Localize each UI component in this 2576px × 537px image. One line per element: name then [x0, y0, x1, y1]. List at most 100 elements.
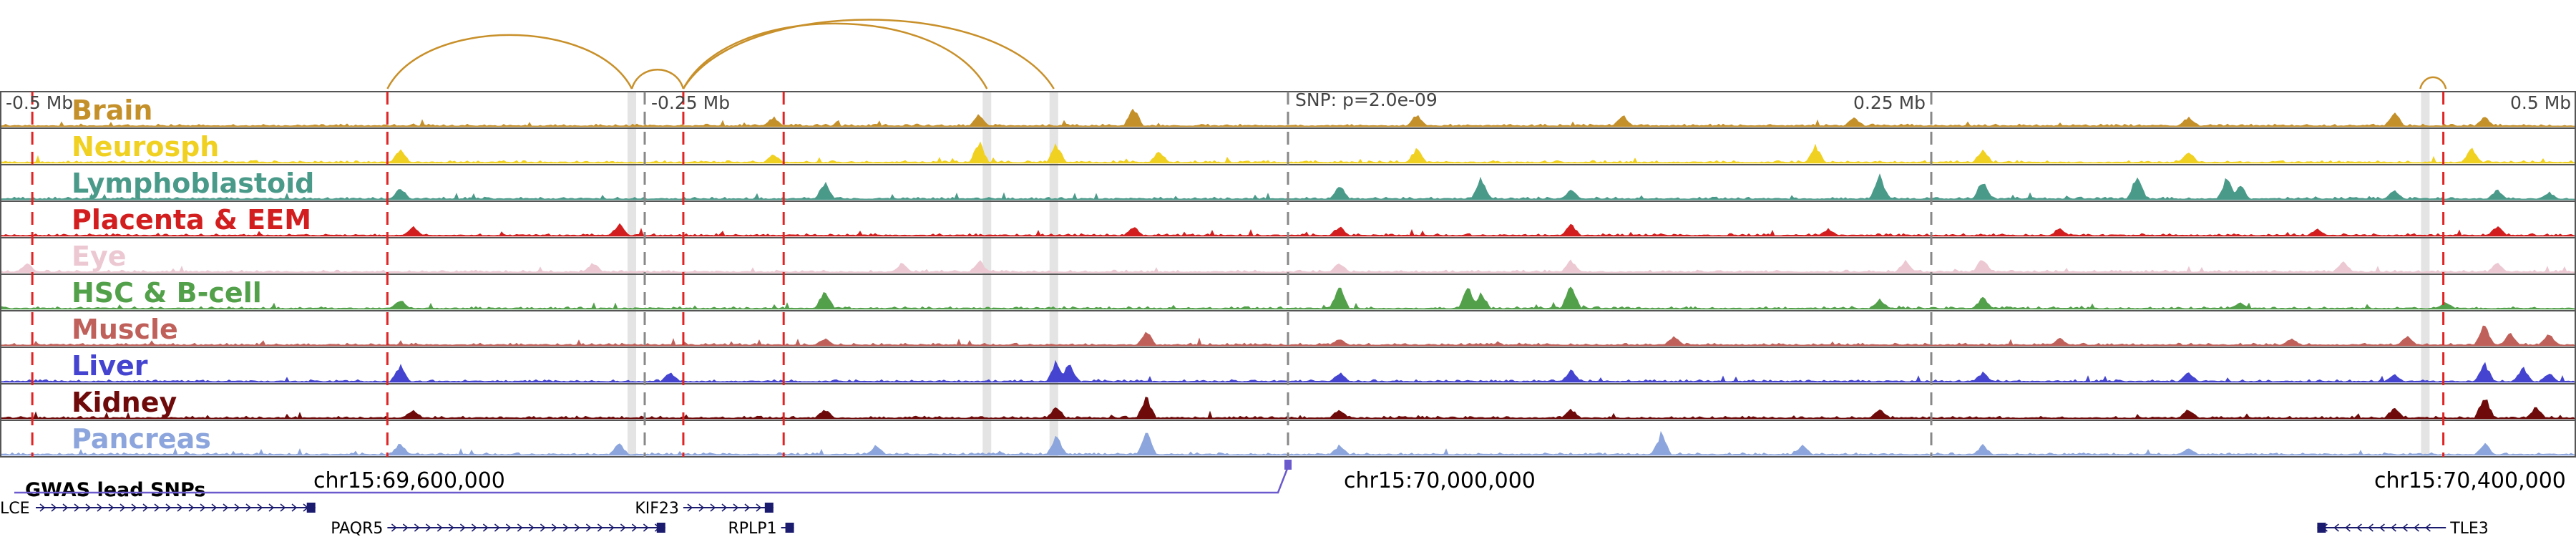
strand-arrow [85, 503, 92, 512]
gwas-snp-marker [1284, 460, 1292, 470]
strand-arrow [436, 523, 443, 532]
track-label: Muscle [72, 314, 178, 345]
strand-arrow [2345, 523, 2351, 532]
strand-arrow [62, 503, 69, 512]
gene-label: RPLP1 [728, 520, 777, 537]
coordinate-axis: chr15:69,600,000 chr15:70,000,000 chr15:… [313, 468, 2566, 493]
strand-arrow [597, 523, 603, 532]
strand-arrow [391, 523, 397, 532]
chromatin-loop [682, 22, 988, 90]
strand-arrow [51, 503, 57, 512]
track-label: Pancreas [72, 423, 211, 455]
track-label: Placenta & EEM [72, 204, 311, 236]
strand-arrow [608, 523, 615, 532]
gene-label: KIF23 [635, 500, 679, 518]
chromatin-loop [2419, 76, 2447, 90]
strand-arrow [234, 503, 240, 512]
strand-arrow [698, 503, 705, 512]
strand-arrow [280, 503, 286, 512]
scale-mid-right: 0.25 Mb [1853, 92, 1926, 113]
strand-arrow [551, 523, 557, 532]
strand-arrow [74, 503, 80, 512]
strand-arrow [2368, 523, 2373, 532]
strand-arrow [721, 503, 728, 512]
strand-arrow [631, 523, 638, 532]
strand-arrow [494, 523, 500, 532]
strand-arrow [177, 503, 183, 512]
track-label: Brain [72, 95, 152, 126]
track-label: Lymphoblastoid [72, 168, 314, 199]
strand-arrow [448, 523, 454, 532]
gene-lce: LCE [0, 500, 316, 518]
strand-arrow [585, 523, 592, 532]
signal-area [1, 286, 2575, 309]
gene-exon [656, 523, 665, 533]
track-labels: Brain Neurosph Lymphoblastoid Placenta & EE… [72, 95, 314, 455]
strand-arrow [540, 523, 546, 532]
coord-center: chr15:70,000,000 [1344, 468, 1536, 493]
track-label: Eye [72, 241, 127, 272]
gene-exon [785, 523, 794, 533]
track-label: Neurosph [72, 131, 219, 163]
gwas-label: GWAS lead SNPs [25, 479, 205, 501]
strand-arrow [2414, 523, 2419, 532]
track-brain [0, 108, 2576, 129]
chromatin-loop [630, 68, 685, 90]
strand-arrow [505, 523, 512, 532]
strand-arrow [643, 523, 649, 532]
strand-arrow [200, 503, 206, 512]
strand-arrow [710, 503, 716, 512]
strand-arrow [108, 503, 114, 512]
track-label: Liver [72, 350, 148, 382]
gene-exon [764, 503, 774, 513]
strand-arrow [2333, 523, 2339, 532]
scale-snp: SNP: p=2.0e-09 [1295, 90, 1438, 110]
strand-arrow [482, 523, 489, 532]
strand-arrow [154, 503, 160, 512]
strand-arrow [733, 503, 739, 512]
scale-left: -0.5 Mb [6, 92, 73, 113]
gene-label: PAQR5 [331, 520, 383, 537]
strand-arrow [574, 523, 580, 532]
track-label: HSC & B-cell [72, 277, 262, 309]
strand-arrow [2425, 523, 2431, 532]
strand-arrow [528, 523, 535, 532]
signal-area [1, 108, 2575, 127]
strand-arrow [268, 503, 275, 512]
strand-arrow [414, 523, 420, 532]
gene-exon [306, 503, 316, 513]
strand-arrow [2356, 523, 2362, 532]
strand-arrow [142, 503, 149, 512]
chromatin-loop [386, 34, 633, 90]
guide-lines [31, 92, 2445, 457]
strand-arrow [211, 503, 218, 512]
strand-arrow [620, 523, 626, 532]
strand-arrow [756, 503, 762, 512]
track-label: Kidney [72, 387, 177, 418]
gene-label: TLE3 [2449, 520, 2489, 537]
strand-arrow [425, 523, 431, 532]
gwas-track: GWAS lead SNPs [14, 460, 1292, 501]
gwas-connector [14, 466, 1289, 494]
strand-arrow [119, 503, 126, 512]
strand-arrow [257, 503, 263, 512]
scale-right: 0.5 Mb [2510, 92, 2571, 113]
strand-arrow [2379, 523, 2385, 532]
gene-paqr5: PAQR5 [331, 520, 665, 537]
strand-arrow [39, 503, 46, 512]
strand-arrow [459, 523, 466, 532]
gene-label: LCE [0, 500, 30, 518]
track-hsc-b-cell [0, 286, 2576, 311]
scale-bar: -0.5 Mb -0.25 Mb SNP: p=2.0e-09 0.25 Mb … [6, 90, 2571, 113]
strand-arrow [165, 503, 172, 512]
coord-right: chr15:70,400,000 [2374, 468, 2566, 493]
strand-arrow [97, 503, 103, 512]
strand-arrow [245, 503, 252, 512]
gene-tle3: TLE3 [2317, 520, 2489, 537]
strand-arrow [687, 503, 693, 512]
strand-arrow [744, 503, 751, 512]
strand-arrow [471, 523, 477, 532]
strand-arrow [402, 523, 409, 532]
gene-exon [2317, 523, 2326, 533]
